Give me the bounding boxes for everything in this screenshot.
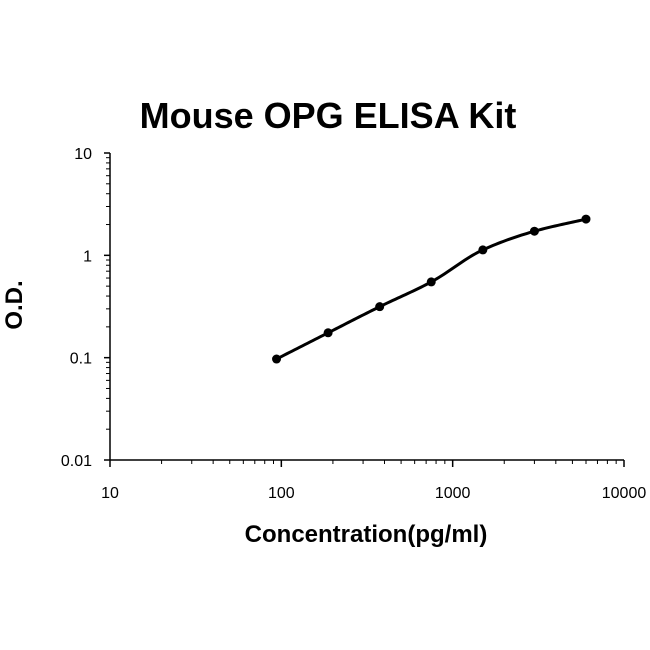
data-point <box>375 302 385 312</box>
data-point <box>272 354 282 364</box>
chart-title: Mouse OPG ELISA Kit <box>140 95 517 136</box>
data-points <box>272 214 591 364</box>
y-tick-label: 0.1 <box>70 351 92 368</box>
y-axis-label: O.D. <box>1 280 28 329</box>
y-ticks: 0.01 0.1 1 10 <box>61 146 110 470</box>
x-ticks: 10 100 1000 10000 <box>101 460 646 502</box>
x-tick-label: 10 <box>101 485 119 502</box>
x-tick-label: 10000 <box>602 485 647 502</box>
data-point <box>478 245 488 255</box>
data-point <box>426 277 436 287</box>
data-point <box>581 214 591 224</box>
y-tick-label: 10 <box>74 146 92 163</box>
data-point <box>323 328 333 338</box>
x-tick-label: 1000 <box>435 485 471 502</box>
x-axis-label: Concentration(pg/ml) <box>245 521 488 548</box>
y-tick-label: 1 <box>83 248 92 265</box>
fit-curve <box>275 217 587 361</box>
x-tick-label: 100 <box>268 485 295 502</box>
data-point <box>529 226 539 236</box>
plot-area: 0.01 0.1 1 10 10 100 1000 10000 <box>61 146 646 502</box>
y-tick-label: 0.01 <box>61 453 92 470</box>
